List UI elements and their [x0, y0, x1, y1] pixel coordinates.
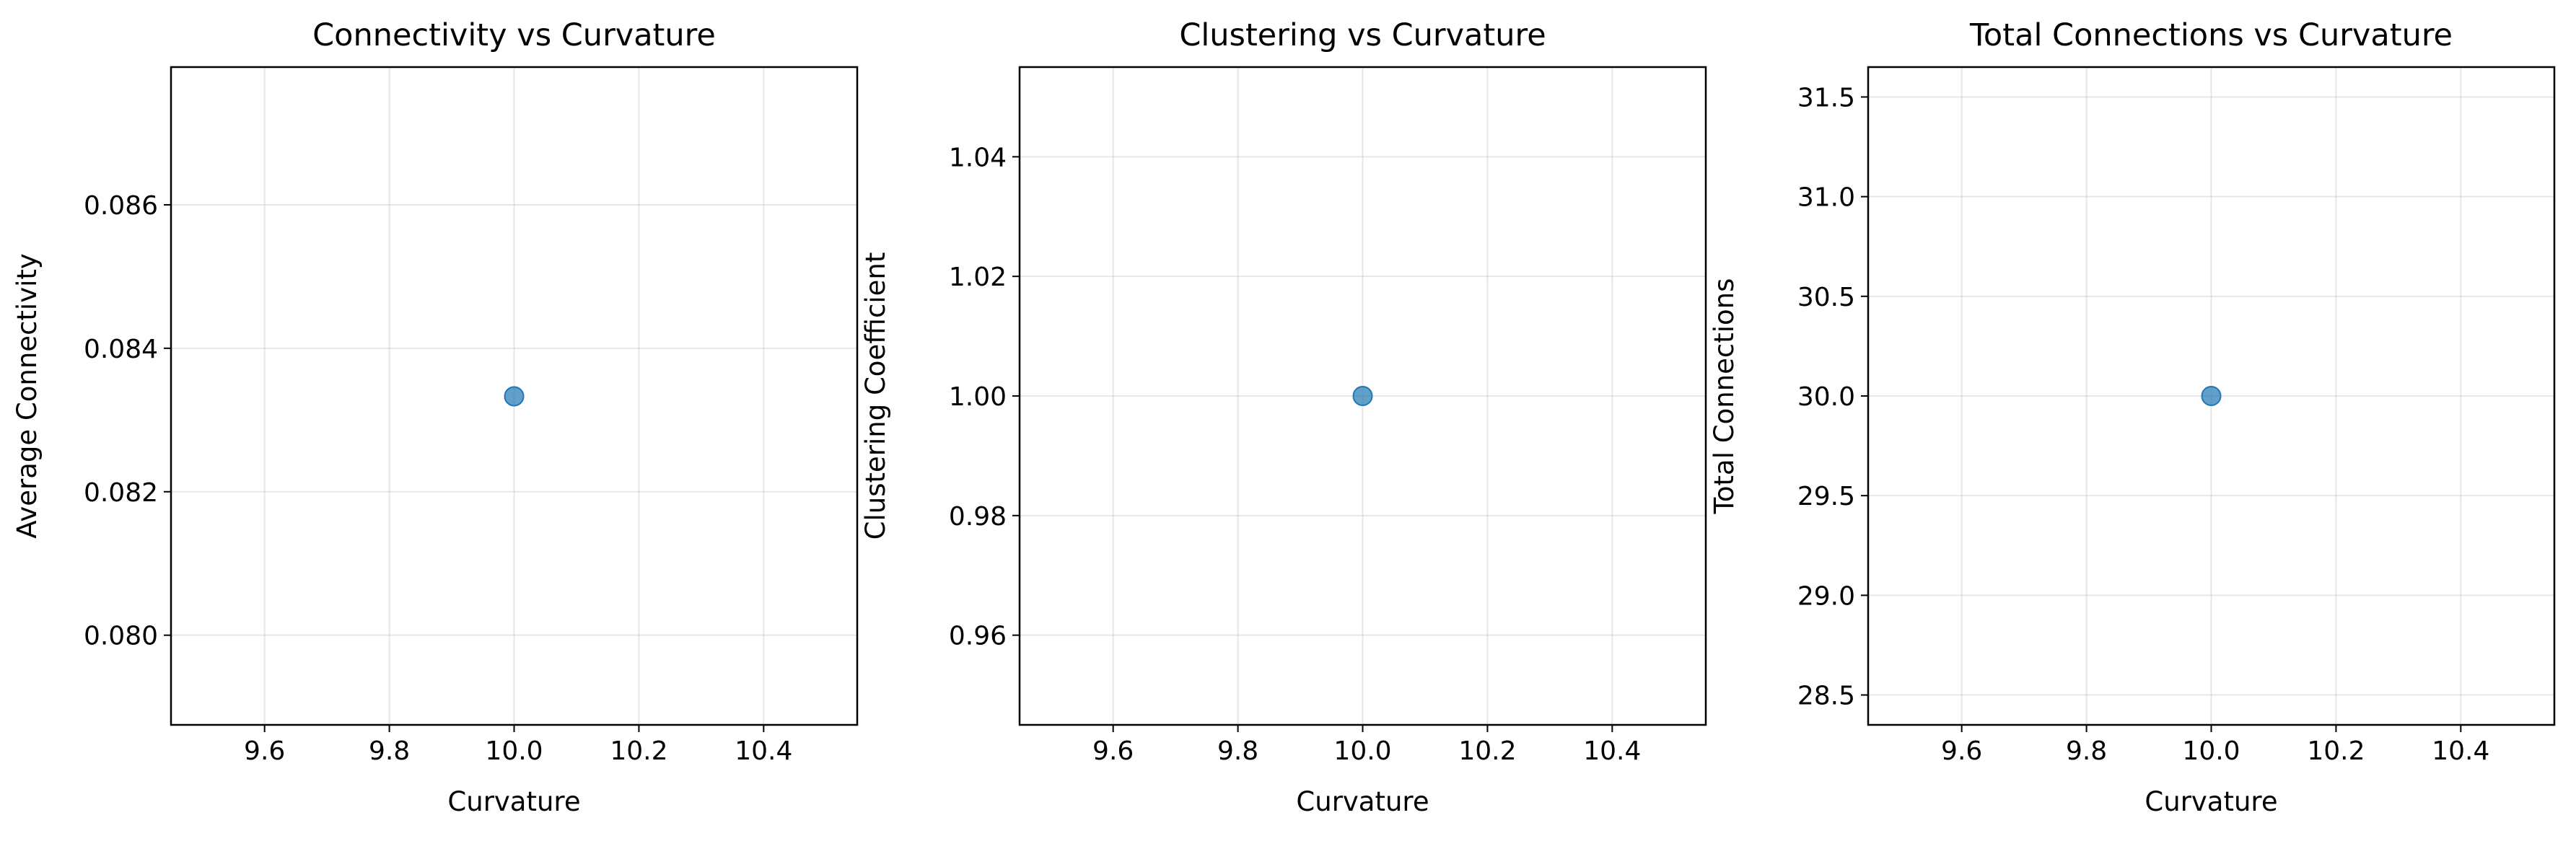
y-tick-label: 31.0: [1797, 183, 1855, 213]
chart-panel-2: 9.6 9.8 10.0 10.2 10.4 0.96 0.98 1.00 1.02 1.04 Cl…: [860, 17, 1707, 817]
y-tick-label: 0.080: [84, 622, 158, 651]
y-tick-label: 30.0: [1797, 382, 1855, 412]
y-tick-label: 28.5: [1797, 682, 1855, 711]
axes-frame: [170, 66, 859, 726]
y-tick-label: 30.5: [1797, 283, 1855, 312]
y-tick-label: 1.04: [949, 143, 1007, 172]
x-tick-label: 10.4: [1583, 736, 1641, 766]
x-tick-label: 9.6: [244, 736, 285, 766]
y-tick-label: 0.96: [949, 622, 1007, 651]
y-tick-label: 0.082: [84, 478, 158, 508]
chart-title: Connectivity vs Curvature: [312, 17, 716, 53]
x-axis-label: Curvature: [2145, 786, 2277, 817]
x-tick-label: 10.2: [2307, 736, 2365, 766]
y-tick-label: 31.5: [1797, 83, 1855, 113]
y-tick-label: 1.02: [949, 263, 1007, 292]
y-axis-label: Clustering Coefficient: [860, 252, 891, 540]
y-tick-label: 1.00: [949, 382, 1007, 412]
x-tick-label: 9.8: [2066, 736, 2107, 766]
chart-panel-1: 9.6 9.8 10.0 10.2 10.4 0.080 0.082 0.084 0.086 Co…: [12, 17, 859, 817]
y-tick-label: 0.084: [84, 335, 158, 364]
y-tick-label: 29.5: [1797, 482, 1855, 511]
axes-frame: [1867, 66, 2556, 726]
x-tick-label: 10.2: [610, 736, 667, 766]
chart-panel-3: 9.6 9.8 10.0 10.2 10.4 28.5 29.0 29.5 30.0 30.5 31…: [1709, 17, 2556, 817]
x-axis-label: Curvature: [447, 786, 580, 817]
x-tick-label: 9.8: [1217, 736, 1258, 766]
x-tick-label: 10.0: [2182, 736, 2240, 766]
x-tick-label: 10.4: [2432, 736, 2489, 766]
y-axis-label: Total Connections: [1709, 278, 1740, 515]
y-tick-label: 0.98: [949, 502, 1007, 532]
x-tick-label: 10.0: [485, 736, 543, 766]
chart-title: Clustering vs Curvature: [1179, 17, 1546, 53]
x-axis-label: Curvature: [1296, 786, 1429, 817]
data-point: [1352, 386, 1373, 406]
y-tick-label: 29.0: [1797, 581, 1855, 611]
y-axis-label: Average Connectivity: [12, 253, 43, 539]
axes-frame: [1018, 66, 1707, 726]
x-tick-label: 9.6: [1941, 736, 1982, 766]
y-tick-label: 0.086: [84, 191, 158, 221]
x-tick-label: 10.4: [735, 736, 792, 766]
x-tick-label: 9.6: [1092, 736, 1134, 766]
chart-title: Total Connections vs Curvature: [1969, 17, 2453, 53]
x-tick-label: 10.2: [1458, 736, 1516, 766]
x-tick-label: 10.0: [1333, 736, 1391, 766]
data-point: [504, 386, 525, 407]
data-point: [2201, 386, 2222, 406]
x-tick-label: 9.8: [369, 736, 410, 766]
